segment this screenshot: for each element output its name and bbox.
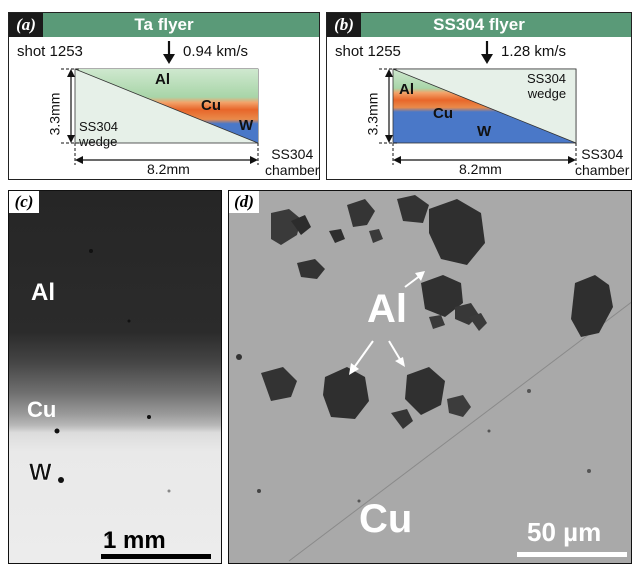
- panel-a-wedge-label: SS304 wedge: [79, 119, 119, 149]
- panel-b-velocity: 1.28 km/s: [501, 43, 567, 60]
- panel-c-scale-label: 1 mm: [103, 527, 166, 554]
- panel-b-title: SS304 flyer: [327, 13, 631, 37]
- panel-d-cu-label: Cu: [359, 497, 413, 541]
- panel-c-image: [9, 191, 221, 563]
- panel-c-micrograph: (c) Al Cu W 1 mm: [8, 190, 222, 564]
- panel-b-target-diagram: [379, 68, 577, 165]
- panel-b-al-label: Al: [399, 81, 414, 98]
- panel-a-chamber-label: SS304 chamber: [265, 146, 320, 178]
- panel-a-cu-label: Cu: [201, 97, 221, 114]
- panel-a-letter: (a): [9, 13, 43, 37]
- panel-b-cu-label: Cu: [433, 105, 453, 122]
- panel-b-velocity-arrow: [481, 41, 493, 64]
- panel-a: Ta flyer (a) shot 1253 0.94 km/s: [8, 12, 320, 180]
- panel-a-target-diagram: [61, 68, 259, 165]
- panel-a-w-label: W: [239, 117, 254, 134]
- panel-a-height-label: 3.3mm: [46, 92, 63, 136]
- panel-a-velocity: 0.94 km/s: [183, 43, 249, 60]
- panel-a-width-label: 8.2mm: [147, 161, 190, 177]
- panel-b-height-label: 3.3mm: [364, 92, 381, 136]
- panel-d-scale-bar: [517, 552, 627, 557]
- panel-c-w-label: W: [29, 459, 52, 487]
- panel-c-texture: [54, 249, 171, 539]
- panel-d-particles: [236, 195, 631, 562]
- panel-d-micrograph: (d) Al Cu 50 µm: [228, 190, 632, 564]
- panel-a-al-label: Al: [155, 71, 170, 88]
- panel-d-scale-label: 50 µm: [527, 517, 602, 547]
- panel-c-scale-bar: [101, 554, 211, 559]
- panel-b-w-label: W: [477, 123, 492, 140]
- panel-b-letter: (b): [327, 13, 361, 37]
- panel-a-title: Ta flyer: [9, 13, 319, 37]
- panel-b-wedge-label: SS304 wedge: [527, 71, 567, 101]
- panel-b: SS304 flyer (b) shot 1255 1.28 km/s: [326, 12, 632, 180]
- panel-c-cu-label: Cu: [27, 397, 57, 422]
- panel-b-shot: shot 1255: [335, 43, 401, 60]
- panel-d-letter: (d): [229, 191, 259, 213]
- panel-c-al-label: Al: [31, 279, 55, 306]
- panel-d-al-label: Al: [367, 287, 407, 331]
- panel-b-wedge: [392, 68, 577, 144]
- panel-b-chamber-label: SS304 chamber: [575, 146, 630, 178]
- panel-a-velocity-arrow: [163, 41, 175, 64]
- panel-a-shot: shot 1253: [17, 43, 83, 60]
- panel-b-width-label: 8.2mm: [459, 161, 502, 177]
- panel-c-letter: (c): [9, 191, 39, 213]
